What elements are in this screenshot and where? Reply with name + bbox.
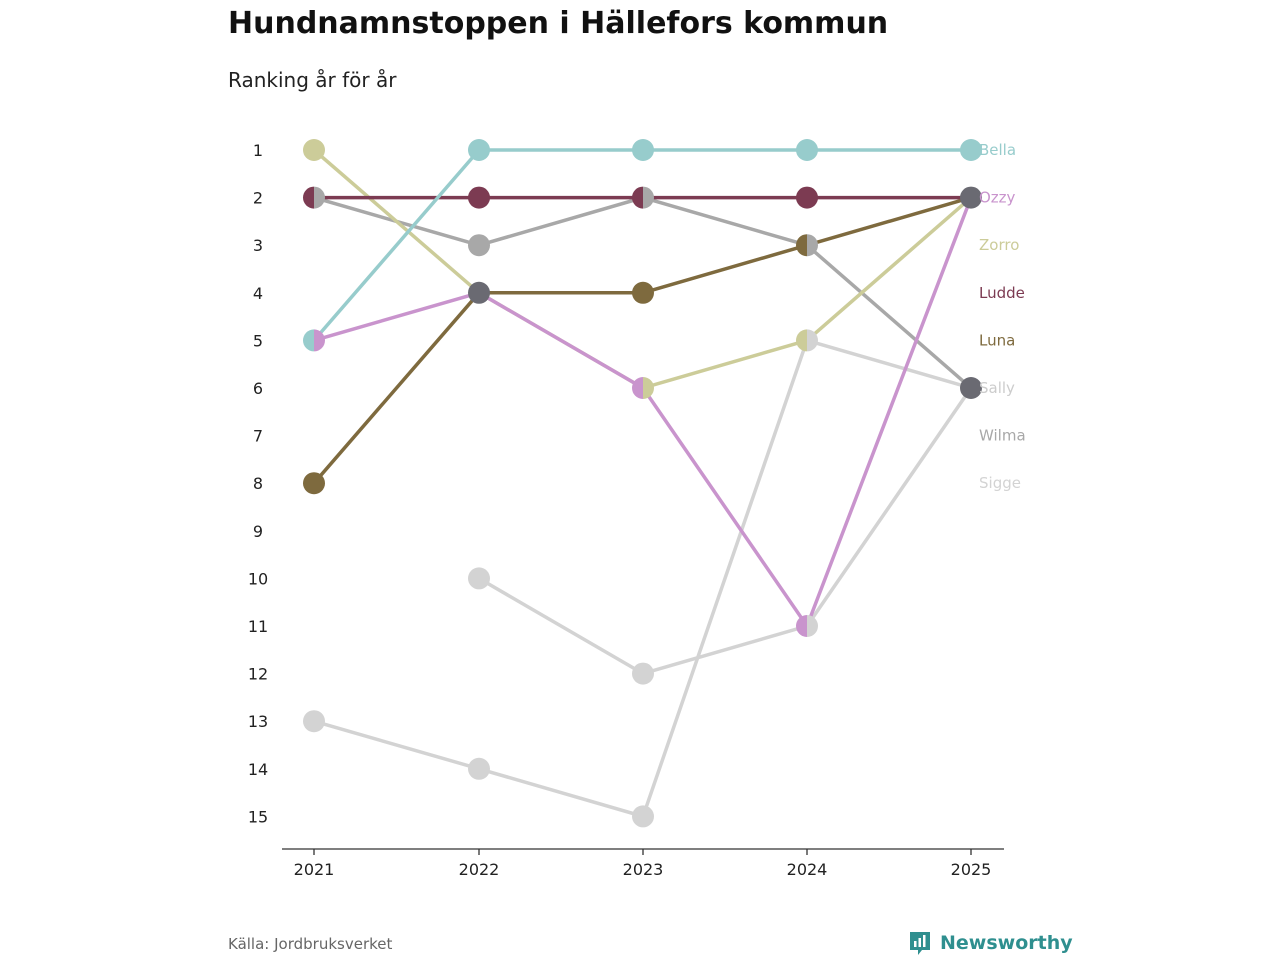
series-line-luna-2023 — [641, 243, 809, 295]
series-line-ozzy-2021 — [312, 291, 481, 343]
series-label-ludde: Ludde — [979, 284, 1025, 302]
marker-zorro-2021 — [303, 139, 325, 161]
y-tick-label-7: 7 — [253, 427, 263, 446]
series-label-ozzy: Ozzy — [979, 189, 1016, 207]
marker-ludde-2022 — [468, 186, 490, 209]
marker-bella-2022 — [468, 139, 490, 161]
marker-wilma-2022 — [468, 567, 490, 590]
y-tick-label-12: 12 — [248, 665, 268, 684]
marker-ludde-2023 — [632, 186, 643, 209]
y-tick-label-8: 8 — [253, 474, 263, 493]
series-line-luna-2024 — [805, 195, 973, 247]
y-tick-label-14: 14 — [248, 760, 268, 779]
marker-sally-2022 — [468, 234, 490, 257]
marker-tie-2022-rank-4 — [468, 281, 490, 304]
marker-sally-2023 — [643, 186, 654, 209]
marker-bella-2025 — [960, 139, 982, 161]
marker-sigge-2023 — [632, 805, 654, 828]
x-tick-label-2021: 2021 — [294, 860, 335, 879]
marker-ludde-2024 — [796, 186, 818, 209]
x-tick-label-2022: 2022 — [459, 860, 500, 879]
marker-wilma-2023 — [632, 662, 654, 685]
y-tick-label-13: 13 — [248, 712, 268, 731]
y-tick-label-11: 11 — [248, 617, 268, 636]
series-label-sally: Sally — [979, 379, 1015, 397]
y-tick-label-5: 5 — [253, 331, 263, 350]
series-line-ozzy-2023 — [641, 386, 809, 628]
marker-tie-2025-rank-2 — [960, 186, 982, 209]
chart-subtitle: Ranking år för år — [228, 68, 397, 92]
x-tick-label-2024: 2024 — [787, 860, 828, 879]
y-tick-label-4: 4 — [253, 284, 263, 303]
series-label-zorro: Zorro — [979, 236, 1019, 254]
marker-sigge-2021 — [303, 710, 325, 733]
y-tick-label-3: 3 — [253, 236, 263, 255]
y-tick-label-9: 9 — [253, 522, 263, 541]
y-tick-label-15: 15 — [248, 807, 268, 826]
series-line-wilma-2023 — [641, 624, 809, 676]
y-tick-label-1: 1 — [253, 141, 263, 160]
x-tick-label-2023: 2023 — [623, 860, 664, 879]
y-tick-label-10: 10 — [248, 569, 268, 588]
marker-bella-2021 — [303, 329, 314, 352]
series-label-sigge: Sigge — [979, 474, 1021, 492]
series-line-ozzy-2022 — [477, 291, 645, 390]
x-tick-label-2025: 2025 — [951, 860, 992, 879]
series-line-luna-2021 — [312, 291, 481, 485]
marker-luna-2023 — [632, 281, 654, 304]
marker-bella-2023 — [632, 139, 654, 161]
marker-tie-2025-rank-6 — [960, 377, 982, 399]
y-tick-label-2: 2 — [253, 189, 263, 208]
series-line-sigge-2023 — [641, 338, 809, 819]
series-line-ozzy-2024 — [805, 195, 973, 628]
marker-zorro-2023 — [643, 377, 654, 399]
series-line-zorro-2024 — [805, 195, 973, 343]
series-line-bella-2021 — [312, 148, 481, 343]
brand-name: Newsworthy — [940, 932, 1073, 954]
series-line-wilma-2022 — [477, 576, 645, 676]
series-line-zorro-2023 — [641, 338, 809, 390]
series-label-bella: Bella — [979, 141, 1016, 159]
series-line-sally-2022 — [477, 195, 645, 247]
marker-sally-2024 — [807, 234, 818, 257]
brand-logo[interactable]: Newsworthy — [908, 930, 1073, 956]
marker-bella-2024 — [796, 139, 818, 161]
series-line-wilma-2024 — [805, 386, 973, 628]
marker-zorro-2024 — [796, 329, 807, 352]
y-tick-label-6: 6 — [253, 379, 263, 398]
series-line-sally-2024 — [805, 243, 973, 390]
marker-luna-2021 — [303, 472, 325, 495]
marker-ozzy-2023 — [632, 377, 643, 399]
source-note: Källa: Jordbruksverket — [228, 935, 393, 953]
marker-sigge-2024 — [807, 329, 819, 352]
marker-sigge-2022 — [468, 757, 490, 780]
marker-sally-2021 — [314, 186, 325, 209]
series-line-sigge-2024 — [805, 338, 973, 390]
chart-title: Hundnamnstoppen i Hällefors kommun — [228, 6, 889, 41]
marker-ozzy-2021 — [314, 329, 325, 352]
newsworthy-logo-icon — [910, 932, 930, 955]
series-label-luna: Luna — [979, 331, 1015, 349]
marker-ludde-2021 — [303, 186, 314, 209]
marker-ozzy-2024 — [796, 615, 807, 637]
series-line-sigge-2021 — [312, 719, 481, 771]
series-label-wilma: Wilma — [979, 427, 1026, 445]
series-line-zorro-2021 — [312, 148, 481, 295]
marker-wilma-2024 — [807, 615, 818, 637]
series-line-sigge-2022 — [477, 767, 645, 819]
series-line-sally-2023 — [641, 195, 809, 247]
marker-luna-2024 — [796, 234, 807, 257]
